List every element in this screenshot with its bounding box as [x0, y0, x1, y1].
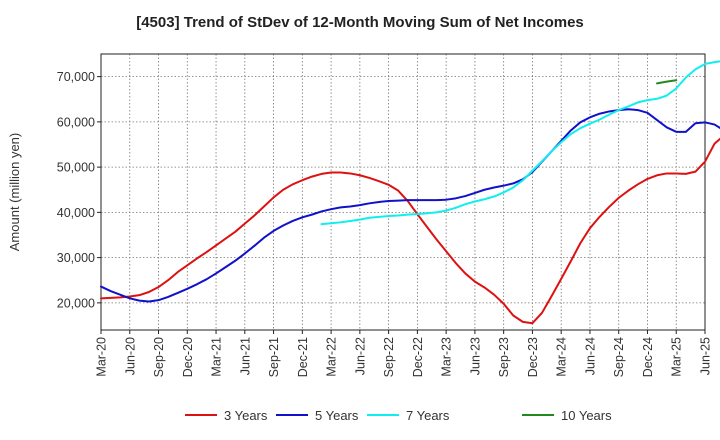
x-tick-label: Sep-23 — [497, 337, 511, 377]
x-tick-label: Mar-20 — [95, 337, 109, 377]
x-tick-label: Jun-22 — [353, 337, 367, 375]
x-tick-label: Jun-21 — [238, 337, 252, 375]
x-tick-label: Mar-24 — [555, 337, 569, 377]
x-tick-label: Mar-21 — [210, 337, 224, 377]
x-tick-label: Sep-24 — [612, 337, 626, 377]
y-tick-label: 60,000 — [57, 115, 95, 129]
y-tick-label: 20,000 — [57, 296, 95, 310]
series-line-3 — [656, 79, 678, 85]
x-tick-label: Sep-22 — [382, 337, 396, 377]
plot-frame — [100, 53, 706, 331]
chart-title: [4503] Trend of StDev of 12-Month Moving… — [136, 14, 584, 31]
x-tick-label: Jun-23 — [468, 337, 482, 375]
grid-lines — [100, 54, 706, 330]
y-tick-label: 40,000 — [57, 206, 95, 220]
x-tick-label: Jun-24 — [583, 337, 597, 375]
y-axis-label: Amount (million yen) — [7, 133, 22, 252]
x-tick-label: Dec-22 — [411, 337, 425, 377]
legend-label: 3 Years — [224, 408, 268, 423]
x-tick-label: Sep-21 — [267, 337, 281, 377]
x-tick-label: Dec-24 — [641, 337, 655, 377]
x-tick-label: Mar-22 — [325, 337, 339, 377]
x-tick-label: Mar-25 — [670, 337, 684, 377]
legend-label: 7 Years — [406, 408, 450, 423]
series-lines — [100, 60, 720, 325]
x-axis-ticks: Mar-20 Jun-20 Sep-20 Dec-20 Mar-21 Jun-21 Sep-… — [95, 330, 713, 377]
series-line-2 — [320, 60, 720, 226]
legend-label: 5 Years — [315, 408, 359, 423]
x-tick-label: Dec-20 — [181, 337, 195, 377]
x-tick-label: Mar-23 — [440, 337, 454, 377]
y-axis-ticks: 20,000 30,000 40,000 50,000 60,000 70,000 — [57, 70, 101, 310]
y-tick-label: 50,000 — [57, 161, 95, 175]
x-tick-label: Dec-23 — [526, 337, 540, 377]
x-tick-label: Dec-21 — [296, 337, 310, 377]
x-tick-label: Sep-20 — [152, 337, 166, 377]
legend-label: 10 Years — [561, 408, 612, 423]
x-tick-label: Jun-20 — [123, 337, 137, 375]
x-tick-label: Jun-25 — [699, 337, 713, 375]
legend[interactable]: 3 Years 5 Years 7 Years 10 Years — [185, 408, 612, 423]
y-tick-label: 70,000 — [57, 70, 95, 84]
series-line-0 — [100, 137, 720, 325]
y-tick-label: 30,000 — [57, 251, 95, 265]
